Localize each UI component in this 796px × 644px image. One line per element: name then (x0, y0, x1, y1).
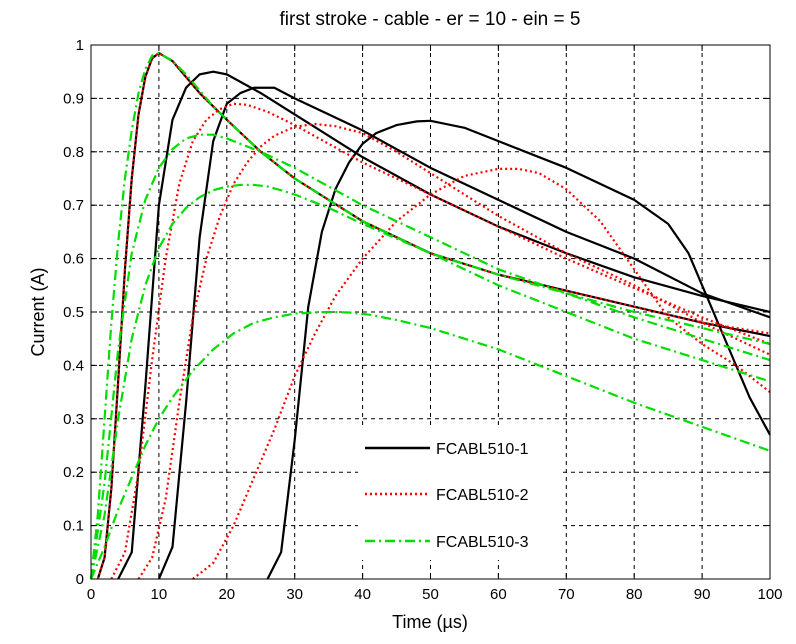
x-axis-label: Time (µs) (392, 612, 468, 632)
series-line-1-2 (117, 70, 771, 580)
y-tick-label: 1 (76, 37, 84, 54)
series-line-1-3 (157, 86, 771, 580)
series-line-2-5 (96, 51, 771, 580)
legend-label-1: FCABL510-1 (436, 441, 529, 458)
x-tick-label: 0 (87, 586, 95, 603)
x-tick-label: 70 (558, 586, 575, 603)
x-tick-label: 10 (151, 586, 168, 603)
series-group (89, 51, 771, 580)
series-line-3-12 (89, 310, 771, 580)
series-line-2-7 (137, 122, 771, 580)
ticks: 0 10 20 30 40 50 60 70 80 90 100 0 0.1 0.2 0.3 0.4 0.5 0.… (63, 37, 782, 603)
x-tick-label: 20 (218, 586, 235, 603)
series-line-3-11 (89, 183, 771, 580)
y-tick-label: 0.1 (63, 518, 84, 535)
x-tick-label: 100 (757, 586, 782, 603)
y-tick-label: 0.9 (63, 90, 84, 107)
series-line-1-4 (266, 119, 771, 580)
legend-label-3: FCABL510-3 (436, 534, 529, 551)
x-tick-label: 60 (490, 586, 507, 603)
y-tick-label: 0.6 (63, 251, 84, 268)
series-line-2-8 (192, 167, 771, 580)
y-tick-label: 0.5 (63, 304, 84, 321)
y-tick-label: 0.3 (63, 411, 84, 428)
y-tick-label: 0.7 (63, 197, 84, 214)
legend: FCABL510-1 FCABL510-2 FCABL510-3 (358, 428, 560, 560)
y-tick-label: 0.8 (63, 144, 84, 161)
y-axis-label: Current (A) (28, 267, 48, 356)
series-line-3-10 (89, 133, 771, 580)
x-tick-label: 40 (354, 586, 371, 603)
y-tick-label: 0.4 (63, 357, 84, 374)
x-tick-label: 80 (626, 586, 643, 603)
x-tick-label: 50 (422, 586, 439, 603)
x-tick-label: 90 (694, 586, 711, 603)
x-tick-label: 30 (286, 586, 303, 603)
chart-title: first stroke - cable - er = 10 - ein = 5 (280, 9, 581, 30)
legend-label-2: FCABL510-2 (436, 487, 529, 504)
y-tick-label: 0.2 (63, 464, 84, 481)
y-tick-label: 0 (76, 571, 84, 588)
series-line-3-9 (89, 51, 771, 580)
